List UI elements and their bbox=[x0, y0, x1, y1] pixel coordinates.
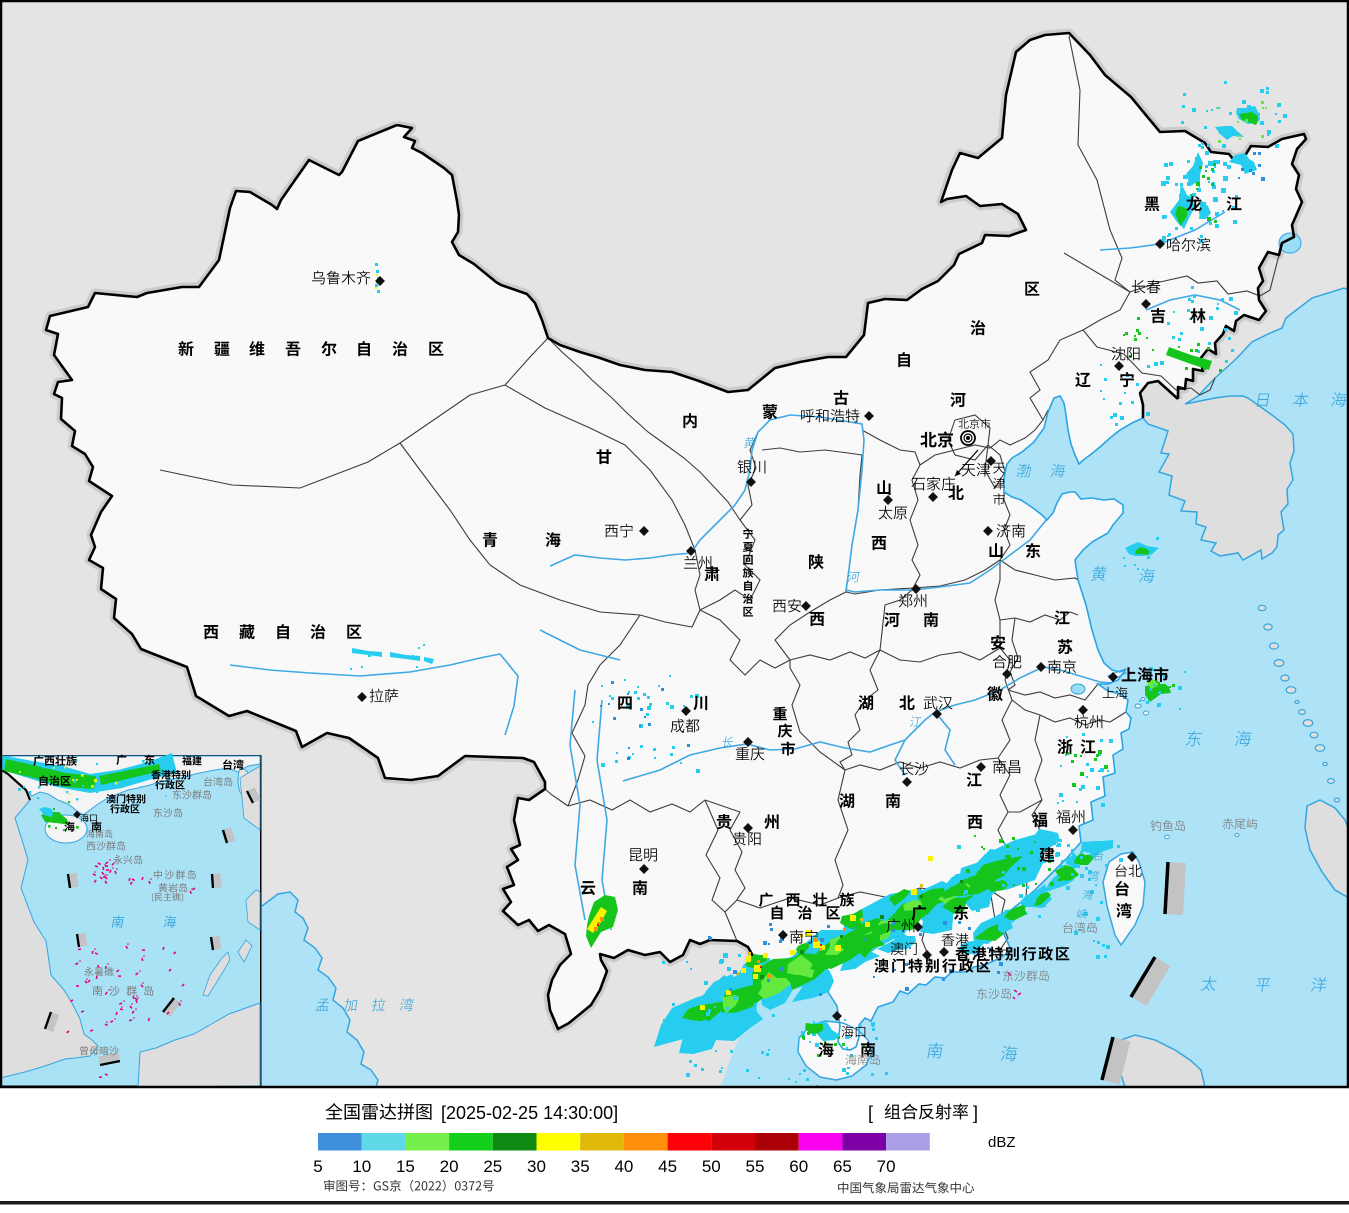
svg-text:5: 5 bbox=[313, 1157, 322, 1176]
svg-text:55: 55 bbox=[746, 1157, 765, 1176]
svg-text:25: 25 bbox=[483, 1157, 502, 1176]
svg-text:10: 10 bbox=[352, 1157, 371, 1176]
svg-text:70: 70 bbox=[877, 1157, 896, 1176]
svg-text:dBZ: dBZ bbox=[988, 1134, 1016, 1151]
svg-text:[2025-02-25 14:30:00]: [2025-02-25 14:30:00] bbox=[441, 1103, 618, 1123]
svg-text:20: 20 bbox=[440, 1157, 459, 1176]
svg-text:45: 45 bbox=[658, 1157, 677, 1176]
svg-text:30: 30 bbox=[527, 1157, 546, 1176]
svg-text:[: [ bbox=[868, 1103, 873, 1123]
svg-text:65: 65 bbox=[833, 1157, 852, 1176]
svg-text:]: ] bbox=[973, 1103, 978, 1123]
svg-text:35: 35 bbox=[571, 1157, 590, 1176]
svg-text:50: 50 bbox=[702, 1157, 721, 1176]
svg-text:60: 60 bbox=[789, 1157, 808, 1176]
svg-text:40: 40 bbox=[614, 1157, 633, 1176]
svg-text:15: 15 bbox=[396, 1157, 415, 1176]
